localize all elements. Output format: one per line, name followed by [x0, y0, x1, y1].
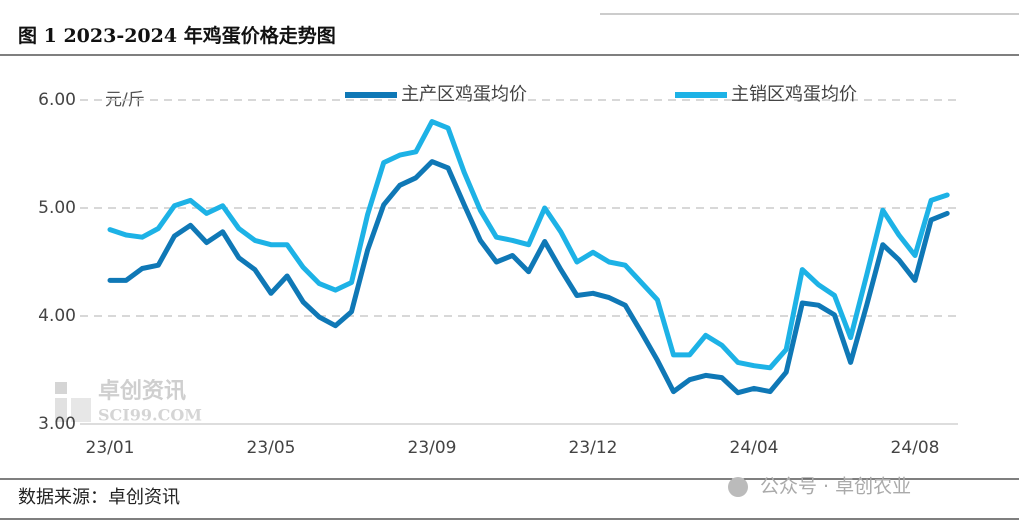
x-tick-label: 23/05: [247, 438, 296, 458]
source-note: 数据来源：卓创资讯: [18, 487, 180, 508]
x-tick-label: 24/04: [730, 438, 779, 458]
legend-label: 主产区鸡蛋均价: [401, 84, 527, 105]
x-tick-label: 23/09: [408, 438, 457, 458]
watermark-icon: [55, 382, 67, 394]
x-tick-label: 24/08: [891, 438, 940, 458]
wechat-label: 公众号 · 卓创农业: [760, 476, 911, 498]
x-tick-label: 23/01: [86, 438, 135, 458]
legend-label: 主销区鸡蛋均价: [731, 84, 857, 105]
watermark-site: SCI99.COM: [98, 406, 202, 425]
watermark: 卓创资讯 SCI99.COM: [55, 379, 202, 425]
chart-title: 图 1 2023-2024 年鸡蛋价格走势图: [18, 24, 336, 47]
wechat-icon: [728, 477, 748, 497]
series-line: [107, 159, 950, 396]
x-tick-label: 23/12: [569, 438, 618, 458]
watermark-brand: 卓创资讯: [98, 379, 186, 404]
watermark-icon: [55, 398, 67, 422]
y-tick-label: 3.00: [38, 414, 76, 434]
y-tick-label: 6.00: [38, 90, 76, 110]
series-line: [107, 119, 950, 371]
watermark-icon: [71, 398, 91, 422]
y-tick-label: 5.00: [38, 198, 76, 218]
y-tick-label: 4.00: [38, 306, 76, 326]
